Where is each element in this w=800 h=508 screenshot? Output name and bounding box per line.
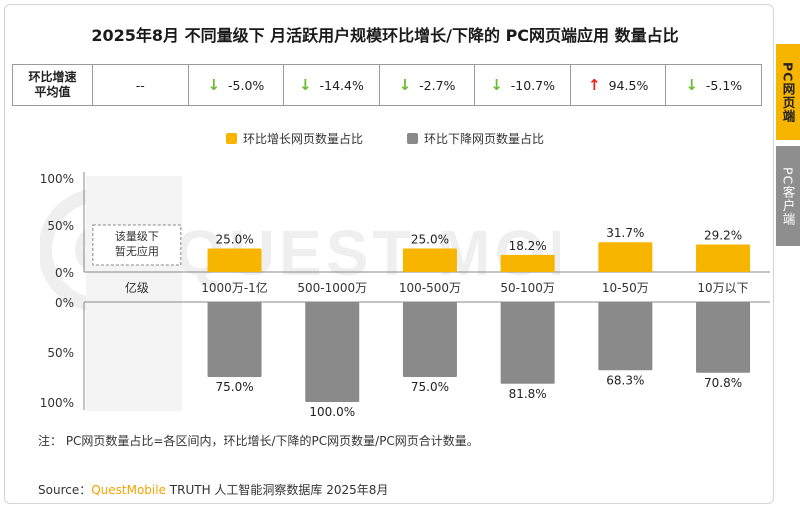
arrow-down-icon: ↓ [299, 75, 312, 94]
average-growth-header-text: 环比增速 平均值 [28, 70, 77, 99]
source-line: Source：QuestMobile TRUTH 人工智能洞察数据库 2025年… [38, 481, 388, 498]
bar-growth [598, 242, 653, 272]
bar-chart: 100% 50% 0% 0% 50% 100% 亿级 1000万-1亿 25.0% 75.0% 50… [40, 172, 770, 419]
bar-decline [500, 302, 555, 384]
bar-decline [305, 302, 360, 402]
data-label-decline: 81.8% [509, 387, 547, 401]
x-tick-label: 50-100万 [500, 281, 555, 295]
average-growth-cell: ↓ -14.4% [284, 65, 380, 105]
average-growth-cell: ↓ -10.7% [475, 65, 571, 105]
average-growth-cell: ↓ -5.0% [189, 65, 285, 105]
data-label-growth: 31.7% [606, 226, 644, 240]
average-growth-value: 94.5% [608, 77, 649, 93]
average-growth-value: -5.1% [705, 77, 743, 93]
x-tick-label: 100-500万 [399, 281, 461, 295]
average-growth-value: -10.7% [510, 77, 555, 93]
average-growth-value: -2.7% [419, 77, 456, 93]
average-growth-header: 环比增速 平均值 [13, 65, 93, 105]
x-tick-label: 亿级 [125, 280, 149, 295]
bar-growth [207, 248, 262, 272]
average-growth-table: 环比增速 平均值 -- ↓ -5.0% ↓ -14.4% ↓ -2.7% ↓ -10.7%… [12, 64, 762, 106]
x-tick-label: 10-50万 [602, 281, 649, 295]
arrow-down-icon: ↓ [398, 75, 412, 94]
data-label-growth: 18.2% [509, 239, 547, 253]
y-tick-label-upper: 100% [40, 172, 74, 186]
tab-pc-web[interactable]: PC网页端 [776, 44, 800, 140]
source-suffix: TRUTH 人工智能洞察数据库 2025年8月 [165, 483, 389, 497]
legend-item-decline: 环比下降网页数量占比 [407, 130, 544, 147]
average-growth-cell: ↓ -5.1% [666, 65, 761, 105]
arrow-down-icon: ↓ [490, 75, 503, 94]
data-label-growth: 29.2% [704, 229, 742, 243]
y-tick-label-lower: 100% [40, 396, 74, 410]
y-tick-label-upper: 0% [55, 266, 74, 280]
data-label-growth: 25.0% [215, 233, 253, 247]
empty-category-panel [86, 176, 182, 411]
bar-growth [696, 244, 751, 272]
arrow-up-icon: ↑ [588, 75, 601, 94]
chart-title: 2025年8月 不同量级下 月活跃用户规模环比增长/下降的 PC网页端应用 数量… [91, 26, 679, 45]
average-growth-cell: ↓ -2.7% [380, 65, 476, 105]
empty-note-box [92, 224, 182, 266]
x-tick-label: 500-1000万 [297, 281, 367, 295]
arrow-down-icon: ↓ [685, 75, 698, 94]
average-growth-cell: -- [93, 65, 189, 105]
bar-decline [402, 302, 457, 377]
legend-swatch-growth [225, 133, 237, 144]
y-tick-label-lower: 0% [55, 296, 74, 310]
average-growth-value: -5.0% [228, 77, 265, 93]
chart-legend: 环比增长网页数量占比 环比下降网页数量占比 [0, 130, 770, 147]
bar-growth [402, 248, 457, 272]
empty-note-text: 该量级下 [115, 229, 159, 243]
legend-label-decline: 环比下降网页数量占比 [424, 132, 545, 146]
average-growth-value: -- [135, 77, 145, 93]
source-prefix: Source： [38, 483, 92, 497]
arrow-down-icon: ↓ [207, 75, 221, 94]
x-tick-label: 1000万-1亿 [201, 280, 268, 295]
data-label-decline: 75.0% [215, 380, 253, 394]
side-tabs: PC网页端 PC客户端 [776, 44, 800, 246]
empty-note-text: 暂无应用 [115, 244, 159, 258]
source-brand: QuestMobile [91, 483, 166, 497]
y-tick-label-lower: 50% [47, 346, 74, 360]
y-tick-label-upper: 50% [47, 219, 74, 233]
legend-label-growth: 环比增长网页数量占比 [242, 132, 363, 146]
bar-decline [207, 302, 262, 377]
x-tick-label: 10万以下 [697, 281, 748, 295]
tab-pc-client[interactable]: PC客户端 [776, 146, 800, 246]
data-label-decline: 75.0% [411, 380, 449, 394]
bar-decline [696, 302, 751, 373]
legend-item-growth: 环比增长网页数量占比 [225, 130, 363, 147]
average-growth-cell: ↑ 94.5% [571, 65, 667, 105]
bar-decline [598, 302, 653, 371]
data-label-decline: 70.8% [704, 376, 742, 390]
data-label-growth: 25.0% [411, 233, 449, 247]
data-label-decline: 68.3% [606, 373, 644, 387]
data-label-decline: 100.0% [309, 405, 355, 419]
average-growth-value: -14.4% [319, 77, 364, 93]
bar-growth [500, 254, 555, 272]
footnote: 注： PC网页数量占比=各区间内，环比增长/下降的PC网页数量/PC网页合计数量… [38, 434, 479, 448]
legend-swatch-decline [407, 133, 418, 144]
